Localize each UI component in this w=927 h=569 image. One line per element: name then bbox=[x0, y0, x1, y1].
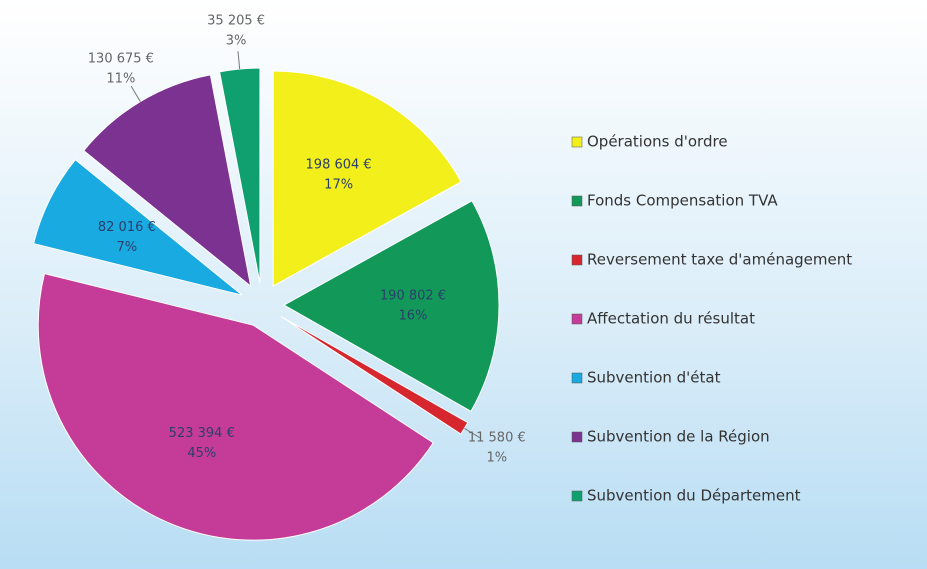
legend-swatch bbox=[571, 195, 583, 207]
pie-slice bbox=[272, 70, 462, 287]
percent-label: 17% bbox=[324, 177, 353, 192]
percent-label: 16% bbox=[399, 308, 428, 323]
value-label: 523 394 € bbox=[169, 426, 235, 441]
value-label: 11 580 € bbox=[468, 431, 526, 446]
pie-slice bbox=[32, 159, 243, 296]
legend-swatch bbox=[571, 490, 583, 502]
legend-label: Affectation du résultat bbox=[587, 310, 755, 328]
leader-line bbox=[464, 427, 481, 439]
pie-slice bbox=[37, 273, 434, 541]
leader-line bbox=[130, 85, 141, 102]
legend-label: Subvention d'état bbox=[587, 369, 721, 387]
value-label: 198 604 € bbox=[306, 157, 372, 172]
legend-swatch bbox=[571, 372, 583, 384]
value-label: 190 802 € bbox=[380, 288, 446, 303]
percent-label: 3% bbox=[226, 34, 247, 49]
legend-label: Fonds Compensation TVA bbox=[587, 192, 778, 210]
legend-label: Subvention du Département bbox=[587, 487, 801, 505]
legend-swatch bbox=[571, 431, 583, 443]
legend-label: Opérations d'ordre bbox=[587, 133, 728, 151]
legend-swatch bbox=[571, 313, 583, 325]
leader-line bbox=[237, 51, 241, 70]
percent-label: 11% bbox=[106, 71, 135, 86]
value-label: 82 016 € bbox=[98, 220, 156, 235]
percent-label: 45% bbox=[187, 446, 216, 461]
percent-label: 1% bbox=[487, 451, 508, 466]
pie-slice bbox=[83, 74, 252, 288]
pie-slice bbox=[282, 200, 500, 412]
legend-swatch bbox=[571, 136, 583, 148]
value-label: 130 675 € bbox=[88, 51, 154, 66]
legend-swatch bbox=[571, 254, 583, 266]
value-label: 35 205 € bbox=[207, 14, 265, 29]
legend-label: Subvention de la Région bbox=[587, 428, 770, 446]
percent-label: 7% bbox=[117, 240, 138, 255]
legend-label: Reversement taxe d'aménagement bbox=[587, 251, 852, 269]
